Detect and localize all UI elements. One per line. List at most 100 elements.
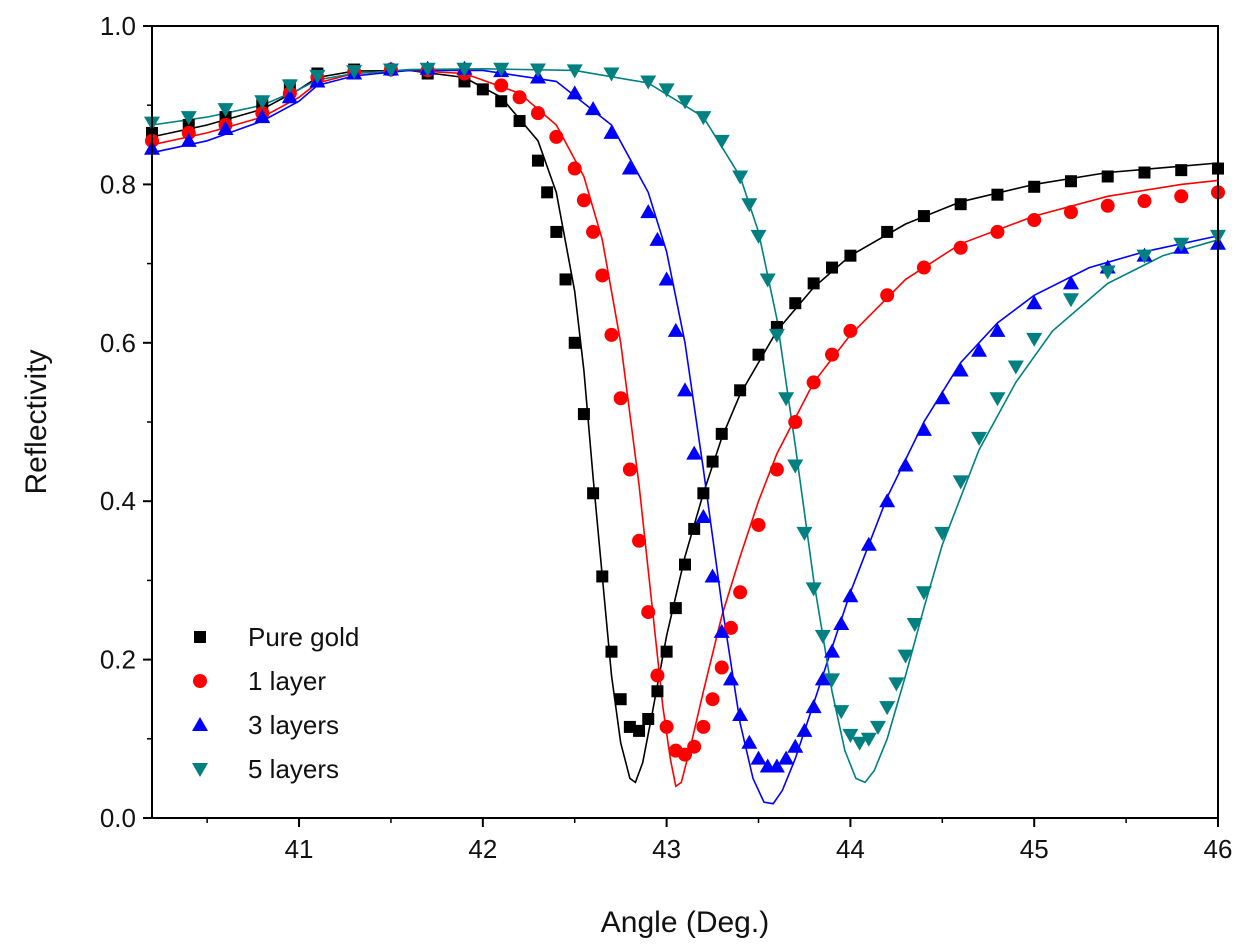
legend-item: 5 layers — [192, 754, 339, 784]
data-point — [281, 89, 298, 104]
data-point — [513, 115, 526, 128]
data-point — [180, 132, 197, 147]
data-point — [917, 210, 930, 223]
data-point — [1027, 213, 1042, 228]
data-point — [419, 62, 436, 77]
data-point — [768, 328, 785, 343]
data-point — [888, 677, 905, 692]
data-point — [787, 459, 804, 474]
data-point — [632, 533, 647, 548]
y-tick-label: 0.6 — [100, 328, 136, 358]
data-point — [604, 327, 619, 342]
data-point — [576, 193, 591, 208]
x-tick-label: 45 — [1020, 834, 1049, 864]
data-point — [934, 526, 951, 541]
data-point — [768, 758, 785, 773]
data-point — [603, 67, 620, 82]
data-point — [741, 734, 758, 749]
data-point — [281, 79, 298, 94]
data-point — [750, 750, 767, 765]
data-point — [989, 322, 1006, 337]
data-point — [715, 427, 728, 440]
data-point — [991, 188, 1004, 201]
data-point — [915, 586, 932, 601]
y-tick-label: 0.4 — [100, 486, 136, 516]
data-point — [254, 109, 271, 124]
data-point — [787, 738, 804, 753]
data-point — [696, 719, 711, 734]
data-point — [824, 643, 841, 658]
data-point — [952, 362, 969, 377]
data-point — [669, 602, 682, 615]
data-point — [1173, 237, 1190, 252]
data-point — [805, 582, 822, 597]
data-point — [825, 347, 840, 362]
data-point — [621, 160, 638, 175]
data-point — [788, 415, 803, 429]
data-point — [833, 705, 850, 720]
data-point — [705, 692, 720, 707]
data-point — [1062, 293, 1079, 308]
data-point — [531, 154, 544, 167]
data-point — [789, 297, 802, 310]
data-point — [566, 85, 583, 100]
data-point — [493, 62, 510, 77]
data-point — [686, 445, 703, 460]
data-point — [1099, 265, 1116, 280]
x-tick-label: 41 — [285, 834, 314, 864]
data-point — [713, 623, 730, 638]
data-point — [734, 384, 747, 397]
data-point — [495, 95, 508, 108]
data-point — [1100, 198, 1115, 213]
data-point — [778, 750, 795, 765]
data-point — [1028, 180, 1041, 193]
data-point — [677, 382, 693, 397]
data-point — [567, 161, 582, 176]
data-point — [309, 69, 326, 84]
data-point — [751, 517, 766, 532]
data-point — [688, 522, 701, 535]
data-point — [723, 620, 738, 635]
data-point — [879, 701, 896, 716]
data-point — [844, 249, 857, 262]
data-point — [695, 111, 712, 126]
data-point — [568, 336, 581, 349]
data-point — [906, 617, 923, 632]
data-point — [658, 271, 675, 286]
data-point — [512, 90, 527, 105]
data-point — [695, 509, 712, 524]
data-point — [880, 288, 895, 303]
x-axis-title: Angle (Deg.) — [601, 906, 769, 939]
data-point — [659, 719, 674, 734]
series-1 — [145, 62, 1225, 762]
data-point — [796, 722, 813, 737]
data-point — [587, 487, 600, 500]
data-point — [824, 673, 841, 688]
data-point — [660, 645, 673, 658]
data-point — [704, 568, 721, 583]
data-point — [814, 629, 831, 644]
y-axis: 0.0 0.2 0.4 0.6 0.8 1.0 — [100, 11, 152, 833]
y-tick-label: 0.0 — [100, 803, 136, 833]
data-point — [529, 63, 546, 78]
data-point — [1062, 275, 1079, 290]
data-point — [476, 83, 489, 96]
data-point — [769, 462, 784, 477]
data-point — [843, 323, 858, 338]
data-point — [633, 724, 646, 737]
data-point — [842, 588, 859, 603]
data-point — [658, 83, 675, 98]
legend-item: 1 layer — [193, 666, 326, 696]
legend-marker — [192, 717, 208, 731]
data-point — [897, 457, 914, 472]
data-point — [733, 585, 748, 600]
data-point — [990, 224, 1005, 239]
data-point — [953, 240, 968, 255]
data-point — [550, 225, 563, 238]
data-point — [530, 106, 545, 121]
data-point — [916, 260, 931, 275]
data-point — [494, 78, 509, 93]
data-point — [254, 95, 271, 110]
data-point — [759, 273, 776, 288]
